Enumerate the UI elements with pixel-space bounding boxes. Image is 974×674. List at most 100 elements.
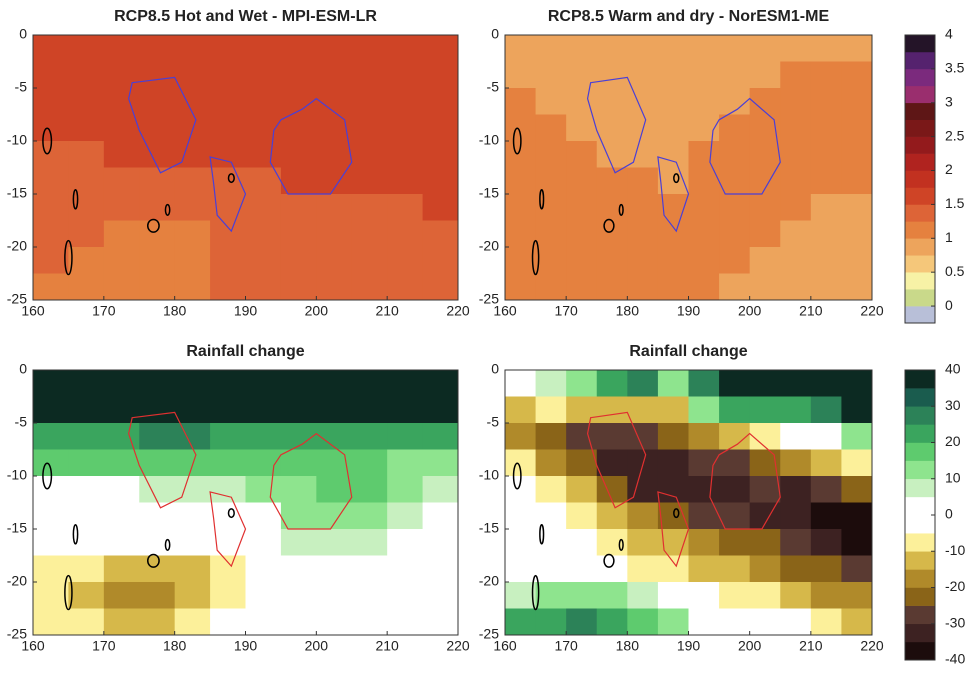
cell (596, 114, 628, 142)
cell (139, 114, 176, 142)
cell (627, 141, 659, 168)
cell (780, 502, 812, 530)
cell (657, 61, 689, 89)
colorbar-tick-label: 2 (945, 161, 953, 177)
y-tick-label: -15 (7, 185, 27, 201)
region-outline (128, 76, 197, 174)
cell (657, 88, 689, 115)
cell (719, 273, 751, 301)
cell (245, 423, 282, 450)
cell (657, 502, 689, 530)
cell (780, 61, 812, 89)
island (42, 127, 53, 155)
cell (780, 582, 812, 609)
cell (566, 194, 598, 221)
cell (505, 370, 537, 397)
cell (210, 476, 246, 503)
cell (245, 608, 282, 636)
cell (627, 396, 659, 424)
cell (33, 608, 69, 636)
cell (719, 247, 751, 274)
colorbar-tick-label: 30 (945, 397, 961, 413)
cell (780, 396, 812, 424)
cell (33, 396, 69, 424)
cell (566, 502, 598, 530)
cell (351, 35, 388, 62)
cell (174, 529, 211, 556)
cell (33, 247, 69, 274)
cell (535, 273, 567, 301)
cell (657, 449, 689, 477)
cell (316, 529, 353, 556)
region-outline (709, 97, 781, 195)
cell (749, 247, 781, 274)
cell (68, 247, 105, 274)
cell (841, 114, 873, 142)
island (618, 538, 624, 551)
cell (810, 220, 842, 248)
cell (566, 529, 598, 556)
cell (657, 608, 689, 636)
cell (719, 476, 751, 503)
cell (596, 35, 628, 62)
cell (245, 35, 282, 62)
region-outline (657, 156, 690, 233)
cell (210, 273, 246, 301)
cell (351, 476, 388, 503)
colorbar-band (905, 406, 935, 425)
cell (596, 370, 628, 397)
cell (810, 476, 842, 503)
cell (316, 555, 353, 583)
cell (387, 396, 424, 424)
cell (841, 370, 873, 397)
cell (280, 247, 317, 274)
colorbar-band (905, 35, 935, 53)
cell (657, 35, 689, 62)
cell (596, 608, 628, 636)
cell (535, 608, 567, 636)
region-outline (269, 432, 353, 530)
cell (422, 167, 459, 195)
x-tick-label: 180 (616, 303, 640, 319)
cell (316, 61, 353, 89)
cell (505, 396, 537, 424)
y-tick-label: -15 (479, 185, 499, 201)
cell (749, 423, 781, 450)
island (164, 538, 171, 551)
cell (103, 141, 140, 168)
cell (387, 194, 424, 221)
cell (387, 114, 424, 142)
cell (627, 423, 659, 450)
cell (210, 141, 246, 168)
colorbar-tick-label: 3.5 (945, 60, 965, 76)
cell (174, 167, 211, 195)
colorbar-band (905, 187, 935, 205)
cell (780, 476, 812, 503)
cell (422, 396, 459, 424)
cell (387, 167, 424, 195)
cell (68, 555, 105, 583)
cell (627, 555, 659, 583)
cell (33, 167, 69, 195)
cell (174, 247, 211, 274)
cell (810, 582, 842, 609)
panel-title: RCP8.5 Hot and Wet - MPI-ESM-LR (114, 8, 377, 25)
cell (351, 555, 388, 583)
cell (139, 582, 176, 609)
x-tick-label: 210 (375, 303, 399, 319)
x-tick-label: 160 (493, 638, 517, 654)
colorbar-tick-label: -40 (945, 651, 965, 667)
cell (505, 61, 537, 89)
cell (749, 273, 781, 301)
cell (245, 529, 282, 556)
colorbar-tick-label: 40 (945, 361, 961, 377)
cell (103, 220, 140, 248)
cell (688, 141, 720, 168)
cell (174, 370, 211, 397)
cell (749, 608, 781, 636)
cell (566, 555, 598, 583)
cell (316, 476, 353, 503)
x-tick-label: 210 (375, 638, 399, 654)
cell (535, 141, 567, 168)
island (64, 239, 73, 276)
